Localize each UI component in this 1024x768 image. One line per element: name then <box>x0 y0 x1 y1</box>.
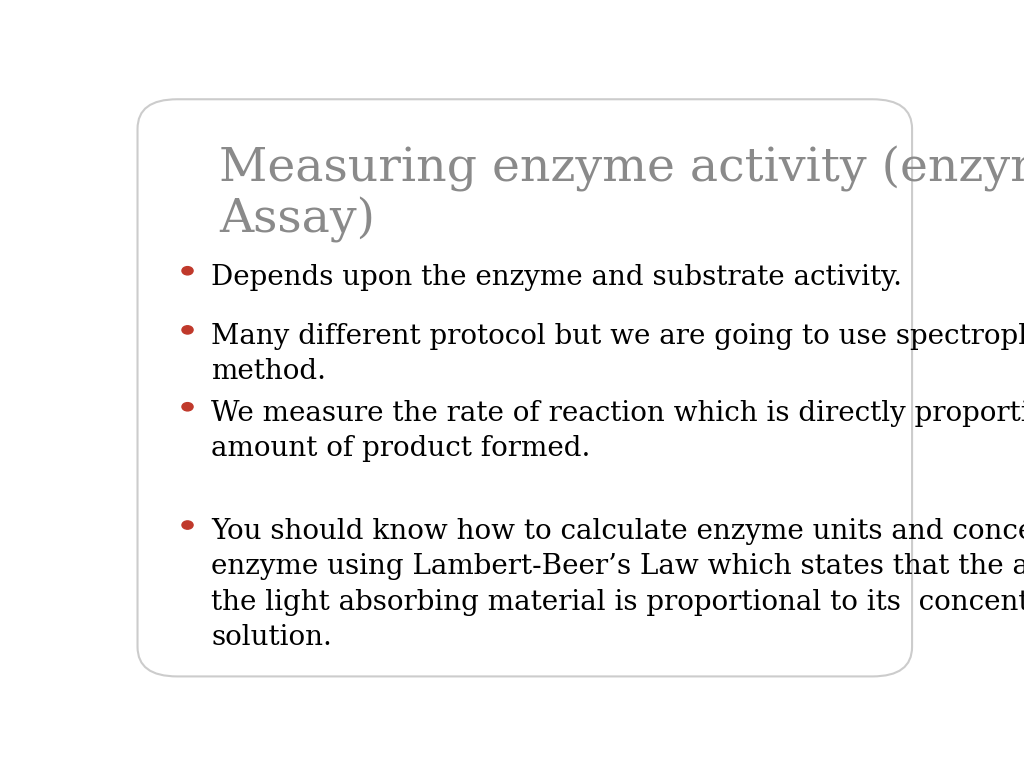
Text: Depends upon the enzyme and substrate activity.: Depends upon the enzyme and substrate ac… <box>211 263 902 290</box>
Circle shape <box>182 266 194 275</box>
Circle shape <box>182 326 194 334</box>
Text: We measure the rate of reaction which is directly proportional to the
amount of : We measure the rate of reaction which is… <box>211 399 1024 462</box>
Text: Many different protocol but we are going to use spectrophotometric
method.: Many different protocol but we are going… <box>211 323 1024 386</box>
Circle shape <box>182 402 194 411</box>
Text: You should know how to calculate enzyme units and concentration of
enzyme using : You should know how to calculate enzyme … <box>211 518 1024 651</box>
Circle shape <box>182 521 194 529</box>
FancyBboxPatch shape <box>137 99 912 677</box>
Text: Measuring enzyme activity (enzyme
Assay): Measuring enzyme activity (enzyme Assay) <box>219 145 1024 243</box>
